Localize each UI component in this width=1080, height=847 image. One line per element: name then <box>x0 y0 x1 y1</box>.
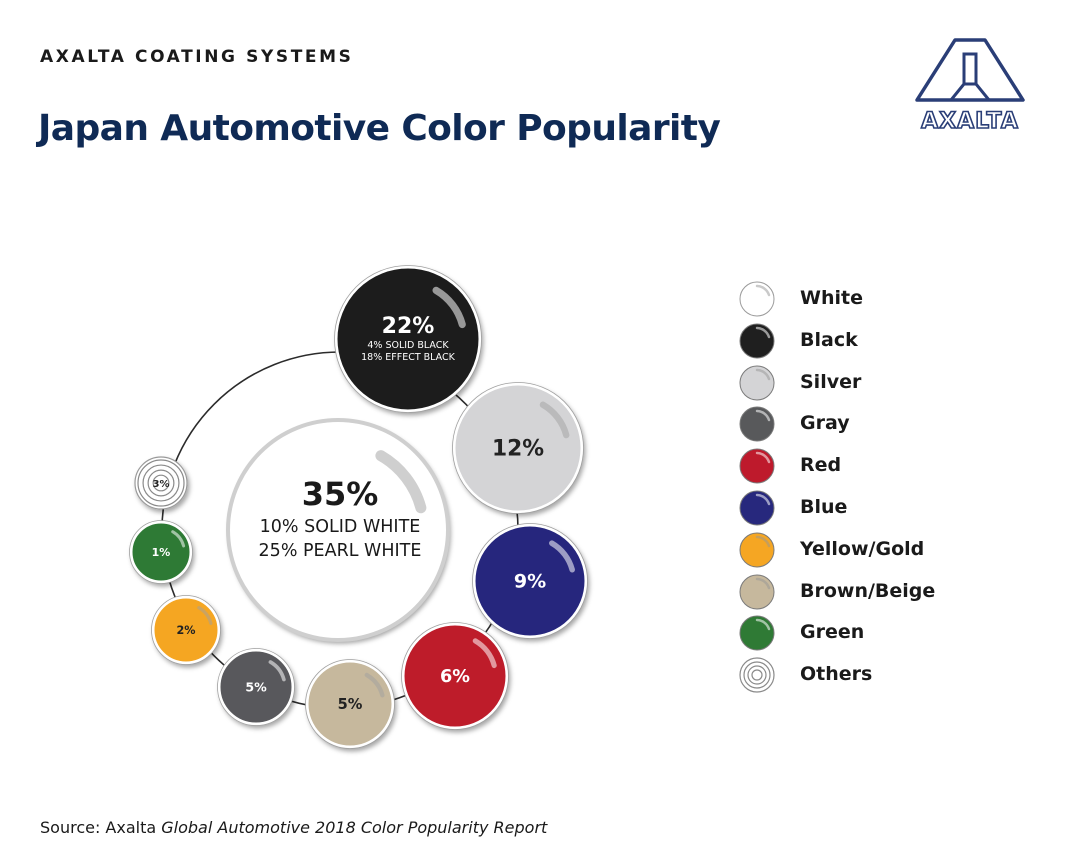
axalta-logo: AXALTA <box>905 36 1035 136</box>
legend-swatch-red <box>738 447 776 485</box>
legend-swatch-silver <box>738 364 776 402</box>
source-prefix: Source: Axalta <box>40 818 162 837</box>
bubble-red: 6% <box>401 622 509 730</box>
legend-item-gray: Gray <box>738 403 1038 445</box>
legend-item-others: Others <box>738 654 1038 696</box>
bubble-white: 35% 10% SOLID WHITE 25% PEARL WHITE <box>226 418 450 642</box>
bubble-others: 3% <box>134 456 188 510</box>
bubble-blue: 9% <box>472 523 588 639</box>
legend-label-silver: Silver <box>800 370 862 393</box>
legend-swatch-others <box>738 656 776 694</box>
bubble-green-value: 1% <box>152 546 171 559</box>
legend-label-black: Black <box>800 328 858 351</box>
legend-item-brown-beige: Brown/Beige <box>738 571 1038 613</box>
bubble-gray-value: 5% <box>245 679 267 694</box>
bubble-silver-value: 12% <box>492 437 544 462</box>
bubble-yellow-gold: 2% <box>151 595 221 665</box>
legend-swatch-white <box>738 280 776 318</box>
legend-label-gray: Gray <box>800 412 850 435</box>
legend-label-blue: Blue <box>800 495 848 518</box>
logo-wordmark: AXALTA <box>921 109 1019 134</box>
legend-label-yellow-gold: Yellow/Gold <box>800 537 925 560</box>
legend-item-green: Green <box>738 612 1038 654</box>
legend-item-silver: Silver <box>738 362 1038 404</box>
legend-label-red: Red <box>800 454 842 477</box>
bubble-black-detail-1: 4% SOLID BLACK <box>367 340 449 351</box>
source-title: Global Automotive 2018 Color Popularity … <box>161 818 548 837</box>
legend: White Black Silver Gray Red Blue Yellow/Gold Br… <box>738 278 1038 696</box>
legend-swatch-blue <box>738 489 776 527</box>
bubble-white-detail-1: 10% SOLID WHITE <box>260 517 421 537</box>
legend-item-black: Black <box>738 320 1038 362</box>
legend-label-brown-beige: Brown/Beige <box>800 579 936 602</box>
bubble-green: 1% <box>129 520 193 584</box>
legend-item-yellow-gold: Yellow/Gold <box>738 529 1038 571</box>
bubble-blue-value: 9% <box>514 571 546 593</box>
legend-swatch-yellow-gold <box>738 531 776 569</box>
legend-label-white: White <box>800 287 863 309</box>
legend-swatch-green <box>738 614 776 652</box>
source-note: Source: Axalta Global Automotive 2018 Co… <box>40 818 547 837</box>
legend-label-others: Others <box>800 663 873 686</box>
axalta-logo-icon: AXALTA <box>915 38 1025 135</box>
bubble-red-value: 6% <box>440 667 470 687</box>
bubble-white-detail-2: 25% PEARL WHITE <box>259 541 422 561</box>
bubble-black-detail-2: 18% EFFECT BLACK <box>361 352 456 363</box>
legend-label-green: Green <box>800 621 865 644</box>
legend-item-red: Red <box>738 445 1038 487</box>
legend-item-blue: Blue <box>738 487 1038 529</box>
bubble-yellow-gold-value: 2% <box>176 624 195 637</box>
bubble-brown-beige-value: 5% <box>338 696 363 713</box>
bubble-others-value: 3% <box>153 479 170 490</box>
page-title: Japan Automotive Color Popularity <box>38 108 721 149</box>
legend-swatch-black <box>738 322 776 360</box>
bubble-white-value: 35% <box>302 475 379 513</box>
legend-item-white: White <box>738 278 1038 320</box>
bubble-silver: 12% <box>452 382 584 514</box>
legend-swatch-brown-beige <box>738 573 776 611</box>
company-name: AXALTA COATING SYSTEMS <box>40 47 354 67</box>
bubble-black-value: 22% <box>382 314 435 339</box>
legend-swatch-gray <box>738 405 776 443</box>
bubble-gray: 5% <box>217 648 295 726</box>
bubble-brown-beige: 5% <box>305 659 395 749</box>
